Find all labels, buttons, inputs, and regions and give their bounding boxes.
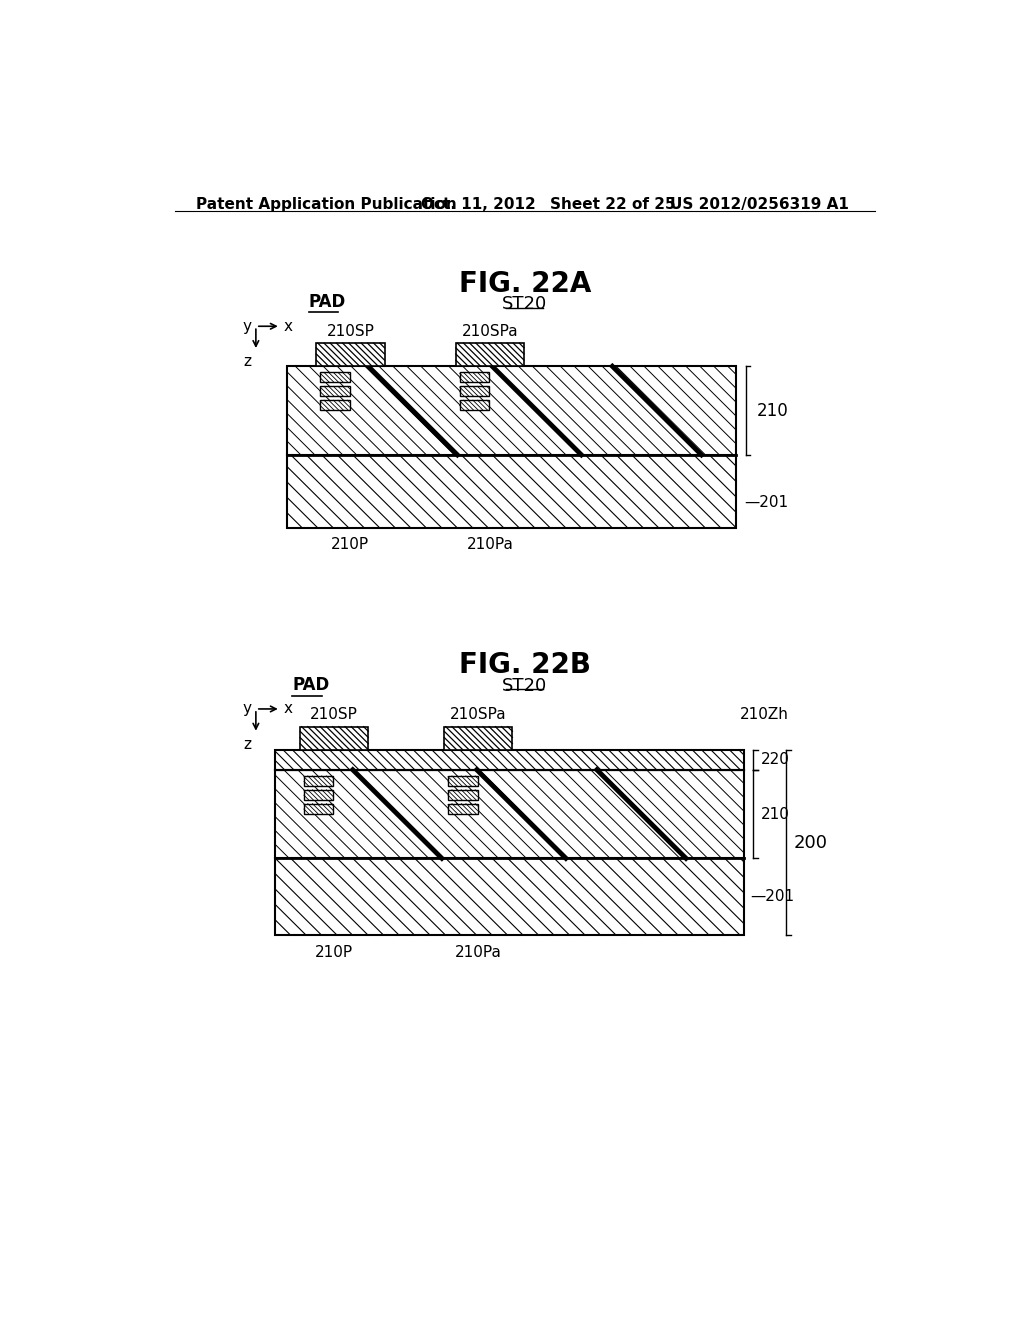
Text: x: x: [284, 318, 293, 334]
Text: 200: 200: [794, 833, 827, 851]
Bar: [449, 789, 477, 800]
Text: x: x: [284, 701, 293, 717]
Text: 210Pa: 210Pa: [455, 945, 502, 960]
Text: z: z: [244, 737, 251, 751]
Text: —201: —201: [744, 495, 788, 510]
Text: 210SP: 210SP: [327, 323, 375, 339]
Bar: [300, 726, 369, 750]
Text: y: y: [243, 701, 251, 717]
Text: —201: —201: [751, 890, 795, 904]
Text: 210Zh: 210Zh: [740, 708, 790, 722]
Text: z: z: [244, 354, 251, 370]
Bar: [321, 400, 349, 411]
Text: 210SPa: 210SPa: [450, 708, 507, 722]
Text: 210SPa: 210SPa: [462, 323, 518, 339]
Text: 210: 210: [757, 401, 788, 420]
Bar: [460, 372, 489, 383]
Text: 210SP: 210SP: [310, 708, 358, 722]
Text: 210P: 210P: [332, 537, 370, 552]
Text: PAD: PAD: [292, 676, 330, 694]
Bar: [287, 367, 736, 455]
Text: ST20: ST20: [502, 296, 548, 313]
Bar: [275, 770, 744, 858]
Text: 220: 220: [761, 752, 791, 767]
Bar: [456, 343, 524, 367]
Text: US 2012/0256319 A1: US 2012/0256319 A1: [671, 197, 849, 213]
Text: PAD: PAD: [308, 293, 346, 312]
Bar: [287, 455, 736, 528]
Bar: [444, 726, 512, 750]
Bar: [460, 400, 489, 411]
Bar: [449, 804, 477, 813]
Bar: [321, 372, 349, 383]
Text: 210: 210: [761, 807, 791, 821]
Bar: [449, 776, 477, 785]
Bar: [275, 750, 744, 770]
Text: 210Pa: 210Pa: [467, 537, 513, 552]
Text: 210P: 210P: [315, 945, 353, 960]
Bar: [304, 804, 334, 813]
Bar: [316, 343, 385, 367]
Text: Patent Application Publication: Patent Application Publication: [197, 197, 457, 213]
Text: y: y: [243, 318, 251, 334]
Bar: [275, 858, 744, 936]
Text: Sheet 22 of 25: Sheet 22 of 25: [550, 197, 676, 213]
Bar: [304, 776, 334, 785]
Bar: [321, 387, 349, 396]
Text: Oct. 11, 2012: Oct. 11, 2012: [421, 197, 536, 213]
Bar: [460, 387, 489, 396]
Bar: [304, 789, 334, 800]
Text: ST20: ST20: [502, 677, 548, 694]
Text: FIG. 22A: FIG. 22A: [459, 271, 591, 298]
Text: FIG. 22B: FIG. 22B: [459, 651, 591, 680]
